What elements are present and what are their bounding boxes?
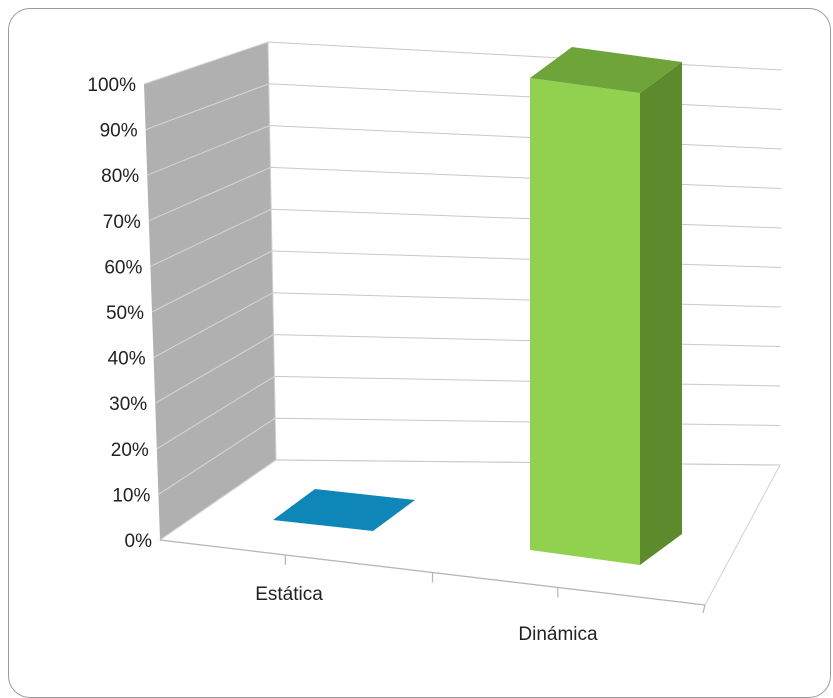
x-axis-ticks: Estática Dinámica [255,584,598,645]
bar-side-2 [640,62,682,565]
gridline-side [147,125,270,176]
y-tick-label: 70% [103,212,141,233]
gridline-back [271,208,782,229]
chart-walls [144,42,781,606]
gridline-back [275,459,781,466]
gridline-back [267,41,783,71]
gridline-side [156,375,275,450]
bar-top-2 [530,47,682,93]
y-tick-label: 50% [106,303,144,324]
y-tick-label: 40% [108,349,146,370]
gridline-back [269,125,782,150]
gridline-side [145,83,269,131]
y-tick-label: 10% [112,485,150,506]
gridline-side [150,208,272,267]
x-tick-label: Estática [255,584,323,605]
gridline-back [272,292,781,308]
gridline-side [159,459,277,541]
back-wall-edge [267,41,277,461]
y-tick-label: 90% [100,121,138,142]
gridline-side [154,334,274,404]
bar-chart-3d: 0% 10% 20% 30% 40% 50% 60% 70% 80% 90% 100% Estáti… [87,41,783,645]
gridlines [143,41,783,541]
y-tick-label: 20% [111,440,149,461]
gridline-back [268,83,782,110]
gridline-side [158,417,276,495]
chart-floor [158,459,781,606]
bars [273,47,682,565]
y-tick-label: 100% [87,75,136,96]
side-wall [144,42,276,540]
y-tick-label: 60% [104,257,142,278]
gridline-side [143,41,269,85]
gridline-side [151,250,273,313]
x-tick-label: Dinámica [518,624,598,645]
y-tick-label: 0% [125,531,153,552]
bar-front-2 [530,78,640,565]
gridline-side [148,166,271,222]
gridline-back [274,375,781,387]
gridline-back [271,250,782,268]
axes [159,41,706,614]
gridline-back [275,417,781,426]
y-tick-label: 80% [101,166,139,187]
gridline-side [153,292,274,359]
bar-flat-1 [273,489,415,531]
gridline-back [270,166,782,189]
x-axis-end-tick [702,604,706,614]
y-tick-label: 30% [109,394,147,415]
gridline-back [273,334,781,347]
y-axis-ticks: 0% 10% 20% 30% 40% 50% 60% 70% 80% 90% 100% [87,75,152,552]
